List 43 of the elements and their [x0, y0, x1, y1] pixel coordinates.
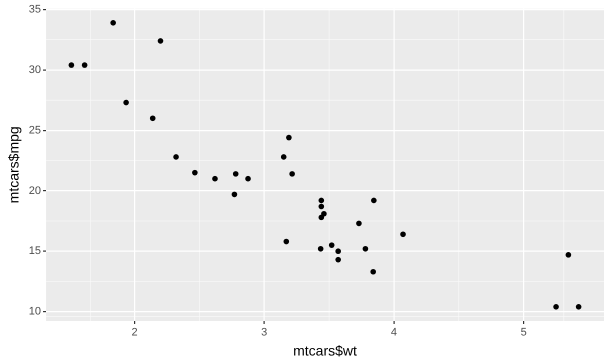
- point: [335, 256, 341, 262]
- point: [328, 242, 334, 248]
- point: [356, 220, 362, 226]
- point: [289, 171, 295, 177]
- y-tick-label: 10: [28, 306, 42, 318]
- point: [110, 20, 116, 26]
- point: [566, 252, 572, 258]
- x-tick-label: 3: [261, 326, 268, 339]
- point: [158, 38, 164, 44]
- point: [150, 115, 156, 122]
- y-tick-label: 25: [28, 124, 42, 136]
- x-tick-label: 4: [390, 326, 398, 339]
- point: [232, 171, 239, 177]
- point: [192, 170, 198, 176]
- point: [283, 238, 290, 244]
- point: [173, 154, 179, 160]
- point: [370, 268, 376, 275]
- y-tick-label: 35: [28, 4, 42, 16]
- point: [335, 248, 341, 254]
- y-tick-label: 30: [28, 64, 42, 76]
- point: [245, 176, 251, 182]
- y-axis-title: mtcars$mpg: [5, 126, 22, 204]
- y-tick-label: 20: [28, 184, 42, 197]
- point: [82, 62, 88, 68]
- point: [286, 134, 292, 140]
- point: [362, 246, 368, 252]
- x-axis-title: mtcars$wt: [293, 342, 358, 358]
- point: [400, 231, 406, 238]
- point: [318, 246, 324, 252]
- y-tick-label: 15: [28, 245, 42, 258]
- point: [68, 62, 74, 68]
- point: [576, 304, 582, 310]
- point: [371, 198, 377, 204]
- point: [123, 100, 129, 106]
- x-tick-label: 5: [520, 326, 527, 339]
- point: [212, 176, 218, 182]
- point: [318, 214, 324, 220]
- point: [232, 192, 238, 198]
- x-tick-label: 2: [131, 326, 138, 339]
- point: [318, 198, 324, 204]
- point: [553, 304, 559, 310]
- point: [280, 154, 287, 160]
- point: [318, 204, 324, 210]
